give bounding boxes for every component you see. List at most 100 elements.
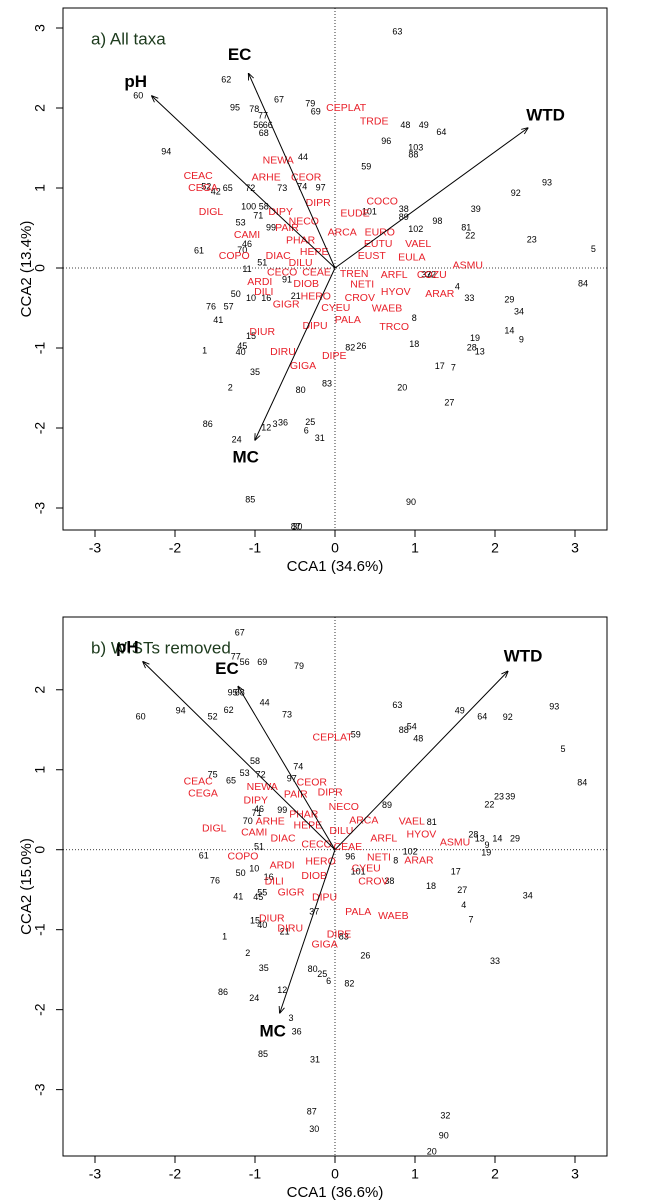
site-label: 74 xyxy=(293,762,303,772)
x-tick-label: 0 xyxy=(331,540,339,556)
species-label: CEGA xyxy=(188,788,218,800)
panel-title: b) WISTs removed xyxy=(91,638,231,657)
site-label: 4 xyxy=(461,900,466,910)
y-tick-label: 3 xyxy=(32,24,48,32)
site-label: 34 xyxy=(523,890,533,900)
site-label: 83 xyxy=(339,931,349,941)
site-label: 59 xyxy=(351,730,361,740)
site-label: 68 xyxy=(259,128,269,138)
site-label: 1 xyxy=(222,931,227,941)
y-axis-label: CCA2 (13.4%) xyxy=(18,221,35,318)
site-label: 10 xyxy=(249,863,259,873)
site-label: 22 xyxy=(484,799,494,809)
site-label: 102 xyxy=(403,846,418,856)
species-label: DIPU xyxy=(302,320,327,332)
site-label: 33 xyxy=(464,293,474,303)
site-label: 63 xyxy=(392,700,402,710)
site-label: 102 xyxy=(408,224,423,234)
species-label: PAIR xyxy=(275,222,299,234)
site-label: 92 xyxy=(503,712,513,722)
site-label: 77 xyxy=(258,110,268,120)
site-label: 66 xyxy=(263,120,273,130)
site-label: 20 xyxy=(397,382,407,392)
species-label: DIAC xyxy=(270,832,296,844)
site-label: 24 xyxy=(232,434,242,444)
y-tick-label: 0 xyxy=(32,846,48,854)
site-label: 31 xyxy=(310,1054,320,1064)
site-label: 72 xyxy=(256,770,266,780)
species-label: PHAR xyxy=(289,808,319,820)
site-label: 95 xyxy=(230,102,240,112)
site-label: 18 xyxy=(409,339,419,349)
site-label: 89 xyxy=(399,212,409,222)
site-label: 52 xyxy=(208,711,218,721)
arrow-label: WTD xyxy=(526,106,565,125)
species-label: ARDI xyxy=(270,859,295,871)
site-label: 22 xyxy=(465,230,475,240)
arrow-label: WTD xyxy=(504,647,543,666)
species-label: ASMU xyxy=(440,836,470,848)
site-label: 5 xyxy=(560,744,565,754)
site-label: 32 xyxy=(426,270,436,280)
species-label: DIGL xyxy=(202,823,227,835)
site-label: 74 xyxy=(297,182,307,192)
species-label: ASMU xyxy=(453,259,483,271)
site-label: 94 xyxy=(161,146,171,156)
site-label: 60 xyxy=(136,711,146,721)
site-label: 8 xyxy=(412,313,417,323)
site-label: 34 xyxy=(514,306,524,316)
site-label: 73 xyxy=(277,183,287,193)
site-label: 83 xyxy=(322,378,332,388)
site-label: 60 xyxy=(133,90,143,100)
species-label: DIPE xyxy=(327,928,352,940)
species-label: PALA xyxy=(345,906,371,918)
x-tick-label: -2 xyxy=(169,540,182,556)
site-label: 54 xyxy=(407,722,417,732)
species-label: GIGR xyxy=(273,299,300,311)
species-label: HEPE xyxy=(300,246,329,258)
biplot-arrow xyxy=(249,74,336,269)
site-label: 39 xyxy=(505,791,515,801)
x-tick-label: 3 xyxy=(571,1166,579,1182)
site-label: 19 xyxy=(481,847,491,857)
species-label: TREN xyxy=(340,268,369,280)
site-label: 59 xyxy=(361,162,371,172)
species-label: COPO xyxy=(219,250,250,262)
species-label: DIUR xyxy=(249,326,275,338)
species-label: DIPY xyxy=(244,795,269,807)
species-label: CEOR xyxy=(291,171,322,183)
biplot-arrow xyxy=(280,849,336,1013)
arrow-label: MC xyxy=(260,1021,286,1040)
site-label: 4 xyxy=(455,282,460,292)
site-label: 53 xyxy=(240,768,250,778)
site-label: 64 xyxy=(436,127,446,137)
site-label: 10 xyxy=(246,293,256,303)
site-label: 93 xyxy=(549,702,559,712)
arrow-label: pH xyxy=(124,72,147,91)
species-label: VAEL xyxy=(405,238,431,250)
species-label: COZU xyxy=(417,269,447,281)
species-label: CROV xyxy=(345,292,375,304)
site-label: 101 xyxy=(351,866,366,876)
species-label: COPO xyxy=(228,851,259,863)
site-label: 62 xyxy=(221,74,231,84)
biplot-arrow xyxy=(334,671,508,851)
species-label: EULA xyxy=(398,251,425,263)
site-label: 82 xyxy=(344,978,354,988)
species-label: EURO xyxy=(365,227,395,239)
species-label: CEAC xyxy=(184,170,214,182)
site-label: 86 xyxy=(218,987,228,997)
site-label: 29 xyxy=(510,834,520,844)
biplot-arrow xyxy=(238,687,336,850)
species-label: CYEU xyxy=(352,863,381,875)
site-label: 48 xyxy=(413,734,423,744)
species-label: DIOB xyxy=(301,870,327,882)
site-label: 55 xyxy=(257,887,267,897)
site-label: 36 xyxy=(292,1026,302,1036)
site-label: 41 xyxy=(233,891,243,901)
site-label: 79 xyxy=(294,661,304,671)
site-label: 93 xyxy=(542,178,552,188)
species-label: GIGR xyxy=(278,887,305,899)
site-label: 39 xyxy=(471,204,481,214)
